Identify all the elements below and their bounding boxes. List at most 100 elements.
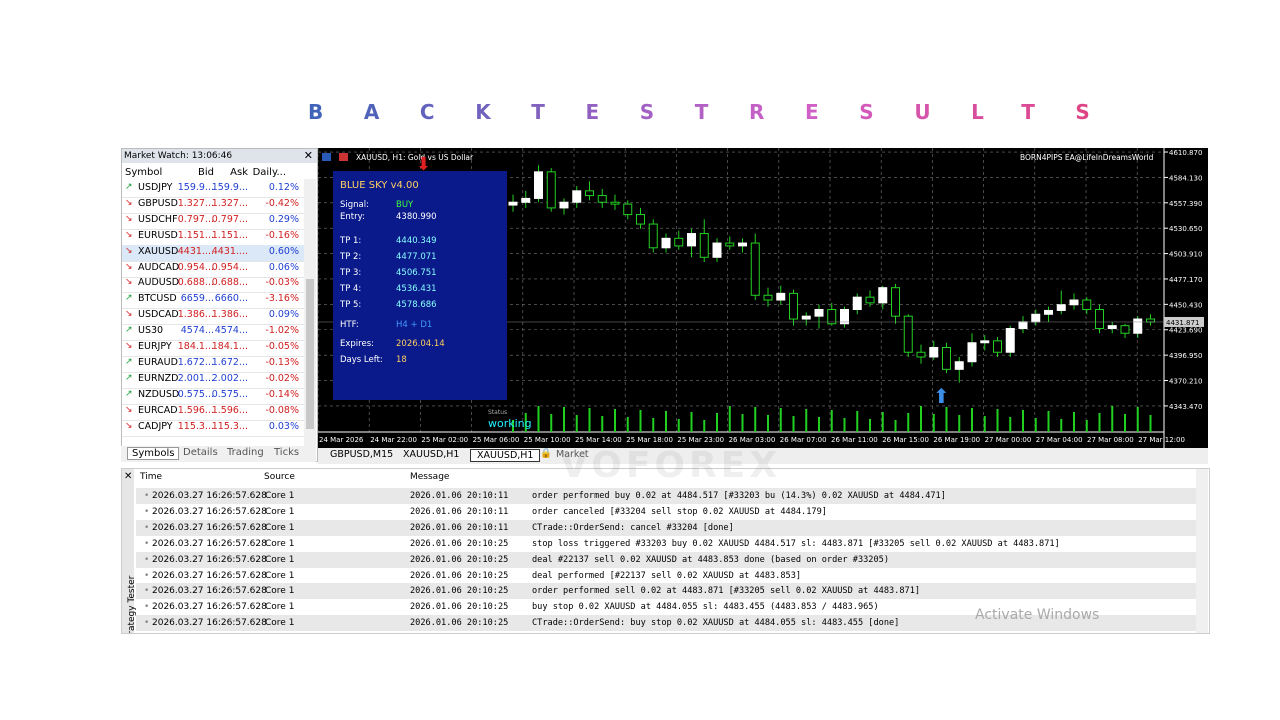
market-row[interactable]: ↘ CADJPY 115.3... 115.3... 0.03%	[122, 420, 304, 437]
ask: 1.151...	[211, 229, 248, 241]
info-panel	[333, 171, 507, 400]
market-row[interactable]: ↘ GBPUSD 1.327... 1.327... -0.42%	[122, 197, 304, 214]
trend-icon: ↘	[125, 245, 133, 256]
market-row[interactable]: ↘ EURCAD 1.596... 1.596... -0.08%	[122, 404, 304, 421]
message: order canceled [#33204 sell stop 0.02 XA…	[532, 506, 827, 517]
panel-value: 18	[396, 355, 407, 365]
candle-body	[1005, 328, 1015, 353]
message: order performed buy 0.02 at 4484.517 [#3…	[532, 491, 946, 501]
daily-change: -0.42%	[265, 197, 299, 209]
bullet: •	[144, 522, 150, 533]
column-header: Time	[140, 472, 163, 482]
daily-change: 0.06%	[268, 261, 299, 273]
daily-change: -0.13%	[265, 356, 299, 368]
market-row[interactable]: ↘ USDCHF 0.797... 0.797... 0.29%	[122, 213, 304, 230]
market-row[interactable]: ↘ AUDCAD 0.954... 0.954... 0.06%	[122, 261, 304, 278]
bid: 2.001...	[177, 372, 214, 384]
candle-body	[929, 346, 939, 358]
close-button[interactable]: ✕	[124, 471, 133, 482]
icon	[339, 153, 348, 161]
candle-body	[585, 190, 594, 197]
symbol: GBPUSD	[138, 197, 178, 209]
close-button[interactable]: ✕	[303, 149, 313, 162]
ask: 159.9...	[211, 182, 248, 193]
panel-label: TP 4:	[339, 284, 361, 294]
log-row: • 2026.03.27 16:26:57.628 Core 1 2026.01.06…	[136, 488, 1196, 504]
ask: 0.575...	[211, 388, 248, 400]
ask: 1.672...	[211, 356, 248, 368]
log-date: 2026.01.06 20:10:11	[410, 491, 509, 501]
message: CTrade::OrderSend: cancel #33204 [done]	[532, 522, 734, 533]
panel-label: HTF:	[340, 320, 359, 330]
market-row[interactable]: ↘ EURUSD 1.151... 1.151... -0.16%	[122, 229, 304, 246]
market-row[interactable]: ↗ EURNZD 2.001... 2.002... -0.02%	[122, 372, 304, 389]
log-date: 2026.01.06 20:10:25	[410, 538, 509, 549]
market-row[interactable]: ↘ USDCAD 1.386... 1.386... 0.09%	[122, 308, 304, 326]
market-row[interactable]: ↗ EURAUD 1.672... 1.672... -0.13%	[122, 356, 304, 373]
candle-body	[636, 214, 645, 225]
panel-value: H4 + D1	[396, 320, 432, 330]
tab[interactable]: GBPUSD,M15	[330, 449, 394, 460]
market-row[interactable]: ↘ XAUUSD 4431.... 4431.... 0.60%	[122, 244, 304, 262]
status: working	[488, 417, 532, 430]
candle-body	[1031, 313, 1041, 323]
candle-body	[508, 201, 518, 206]
candle-body	[852, 296, 862, 311]
candle-body	[1107, 325, 1117, 330]
x-tick-label: 25 Mar 18:00	[626, 436, 673, 444]
daily-change: -0.03%	[265, 277, 299, 289]
daily-change: -0.14%	[265, 388, 299, 400]
market-row[interactable]: ↗ US30 4574... 4574... -1.02%	[122, 324, 304, 342]
source: Core 1	[265, 618, 295, 629]
market-row[interactable]: ↗ USDJPY 159.9... 159.9... 0.12%	[122, 181, 304, 198]
scrollbar[interactable]	[1196, 469, 1208, 633]
ask: 115.3...	[211, 420, 248, 432]
tab[interactable]: Market	[556, 449, 589, 460]
panel-value: 4536.431	[396, 284, 437, 294]
tab[interactable]: Trading	[227, 447, 264, 458]
y-tick-label: 4396.950	[1169, 352, 1202, 360]
panel-value: 4578.686	[396, 300, 437, 310]
market-row[interactable]: ↗ NZDUSD 0.575... 0.575... -0.14%	[122, 388, 304, 405]
candle-body	[623, 203, 633, 216]
tab[interactable]: XAUUSD,H1	[470, 449, 541, 462]
source: Core 1	[265, 522, 295, 533]
bullet: •	[144, 506, 150, 517]
log-date: 2026.01.06 20:10:25	[410, 586, 509, 597]
panel-value: 2026.04.14	[396, 339, 445, 349]
candle-body	[1146, 318, 1155, 323]
trend-icon: ↗	[125, 325, 133, 336]
log-date: 2026.01.06 20:10:11	[410, 522, 509, 533]
symbol: XAUUSD	[138, 245, 179, 257]
daily-change: -0.16%	[265, 229, 299, 241]
candle-body	[903, 315, 913, 353]
chart-symbol: XAUUSD, H1: Gold vs US Dollar	[356, 153, 474, 162]
symbol: EURCAD	[138, 404, 178, 416]
scrollbar[interactable]	[304, 179, 316, 461]
tab[interactable]: Details	[183, 447, 218, 458]
x-tick-label: 24 Mar 22:00	[370, 436, 417, 444]
log-row: • 2026.03.27 16:26:57.628 Core 1 2026.01.06…	[136, 504, 1196, 520]
candle-body	[942, 346, 951, 370]
daily-change: -0.05%	[265, 341, 299, 352]
x-tick-label: 27 Mar 12:00	[1138, 436, 1185, 444]
column-header: Symbol	[125, 167, 163, 178]
os-notice: Activate Windows	[975, 607, 1100, 623]
market-row[interactable]: ↗ BTCUSD 6659... 6660... -3.16%	[122, 292, 304, 310]
panel-value: 4506.751	[396, 268, 437, 278]
y-tick-label: 4477.170	[1169, 276, 1202, 284]
symbol: AUDCAD	[138, 261, 180, 273]
ask: 0.954...	[211, 261, 248, 273]
bullet: •	[144, 491, 150, 501]
ask: 0.688...	[211, 277, 248, 289]
market-row[interactable]: ↘ EURJPY 184.1... 184.1... -0.05%	[122, 340, 304, 357]
candle-body	[712, 242, 722, 258]
ask: 0.797...	[211, 213, 248, 225]
tab[interactable]: Ticks	[274, 447, 300, 458]
tab[interactable]: XAUUSD,H1	[403, 449, 460, 460]
trend-icon: ↗	[125, 293, 133, 304]
tab[interactable]: Symbols	[127, 447, 180, 460]
x-tick-label: 27 Mar 08:00	[1087, 436, 1134, 444]
candle-body	[967, 342, 977, 363]
market-row[interactable]: ↘ AUDUSD 0.688... 0.688... -0.03%	[122, 276, 304, 294]
